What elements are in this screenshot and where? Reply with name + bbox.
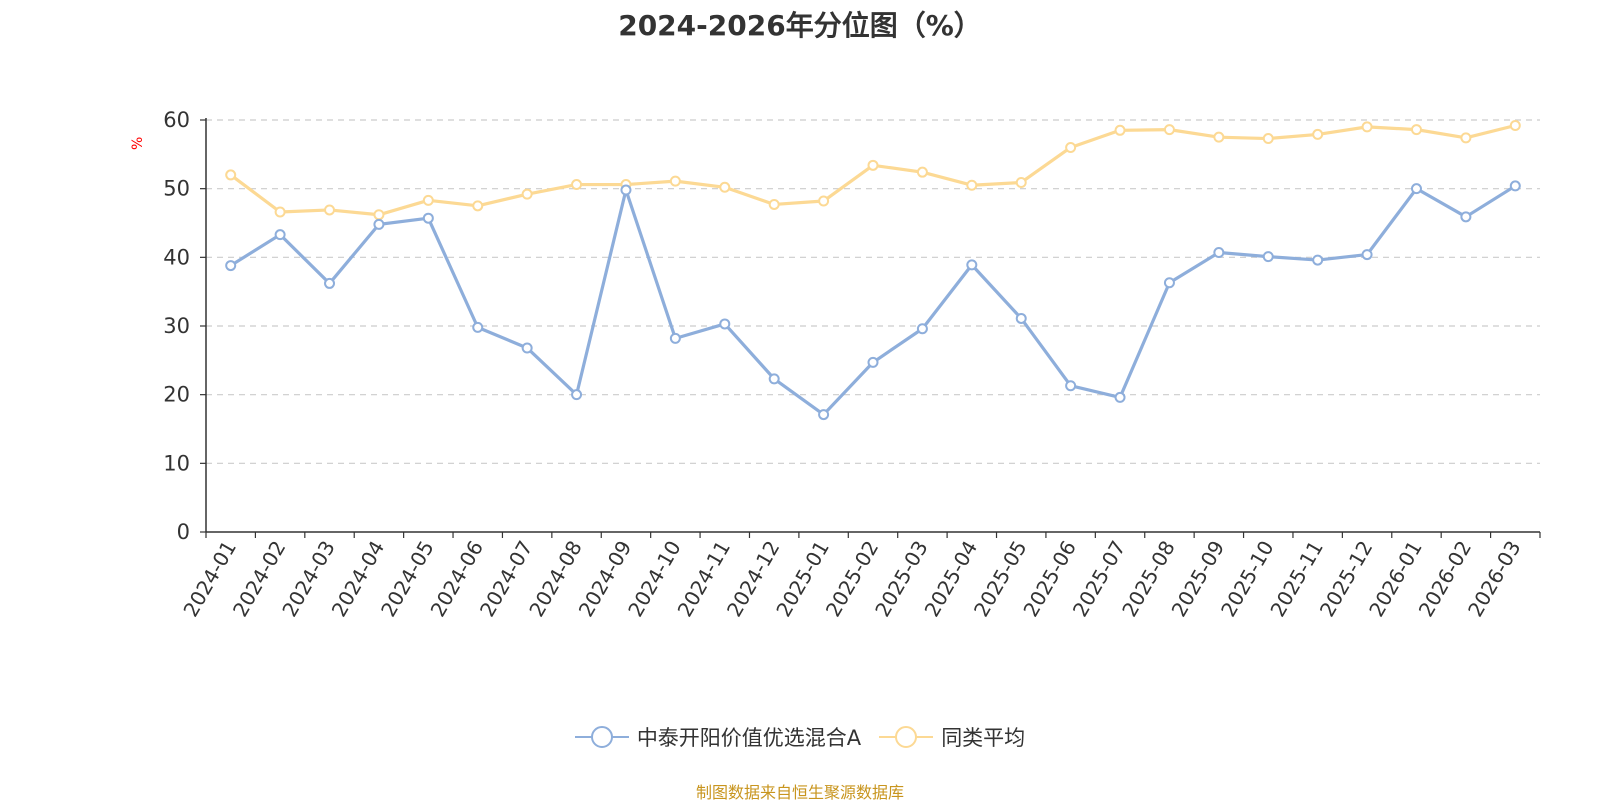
data-point-1 bbox=[719, 181, 731, 193]
data-point-1 bbox=[768, 198, 780, 210]
data-point-0 bbox=[620, 184, 632, 196]
x-tick-labels: 2024-012024-022024-032024-042024-052024-… bbox=[178, 537, 1525, 621]
data-point-1 bbox=[571, 179, 583, 191]
data-point-0 bbox=[274, 229, 286, 241]
data-point-1 bbox=[225, 169, 237, 181]
data-point-1 bbox=[1262, 133, 1274, 145]
y-tick-label: 30 bbox=[163, 314, 190, 338]
data-point-0 bbox=[916, 323, 928, 335]
data-point-1 bbox=[422, 194, 434, 206]
data-point-1 bbox=[1460, 132, 1472, 144]
data-point-1 bbox=[1065, 141, 1077, 153]
y-tick-label: 10 bbox=[163, 451, 190, 475]
data-point-0 bbox=[1361, 249, 1373, 261]
legend-marker-fund-icon bbox=[574, 725, 629, 749]
data-point-0 bbox=[521, 342, 533, 354]
data-point-1 bbox=[324, 204, 336, 216]
data-point-1 bbox=[669, 175, 681, 187]
chart-title: 2024-2026年分位图（%） bbox=[618, 9, 982, 42]
data-point-0 bbox=[373, 218, 385, 230]
data-point-1 bbox=[373, 209, 385, 221]
data-point-0 bbox=[571, 389, 583, 401]
data-point-0 bbox=[867, 356, 879, 368]
legend-item-peer-average[interactable]: 同类平均 bbox=[879, 722, 1025, 752]
data-point-1 bbox=[1213, 131, 1225, 143]
data-point-1 bbox=[521, 188, 533, 200]
series-group bbox=[225, 119, 1521, 421]
grid-lines bbox=[206, 119, 1540, 464]
data-point-1 bbox=[867, 159, 879, 171]
data-point-0 bbox=[768, 373, 780, 385]
data-point-1 bbox=[472, 200, 484, 212]
data-point-1 bbox=[1509, 119, 1521, 131]
data-point-1 bbox=[1361, 121, 1373, 133]
data-point-0 bbox=[818, 409, 830, 421]
y-tick-label: 50 bbox=[163, 177, 190, 201]
y-tick-labels: 0 10 20 30 40 50 60 bbox=[163, 108, 190, 544]
y-tick-label: 0 bbox=[177, 520, 190, 544]
legend-label-fund: 中泰开阳价值优选混合A bbox=[636, 726, 862, 750]
data-point-1 bbox=[1015, 176, 1027, 188]
data-point-0 bbox=[1410, 183, 1422, 195]
data-point-0 bbox=[1262, 251, 1274, 263]
data-point-1 bbox=[1410, 124, 1422, 136]
data-point-0 bbox=[1163, 277, 1175, 289]
legend-marker-peer-icon bbox=[879, 725, 934, 749]
data-point-0 bbox=[472, 321, 484, 333]
data-point-0 bbox=[669, 332, 681, 344]
data-point-1 bbox=[274, 206, 286, 218]
axes bbox=[200, 118, 1541, 538]
data-point-1 bbox=[818, 195, 830, 207]
y-tick-label: 20 bbox=[163, 383, 190, 407]
data-point-1 bbox=[966, 179, 978, 191]
data-point-0 bbox=[1213, 247, 1225, 259]
data-point-0 bbox=[324, 277, 336, 289]
data-point-1 bbox=[1163, 124, 1175, 136]
data-point-0 bbox=[1065, 380, 1077, 392]
line-chart: 0 10 20 30 40 50 60 2024-012024-022024-032024-… bbox=[163, 108, 1541, 621]
data-point-0 bbox=[1460, 211, 1472, 223]
data-point-0 bbox=[422, 212, 434, 224]
legend: 中泰开阳价值优选混合A 同类平均 bbox=[0, 722, 1600, 752]
data-point-0 bbox=[1509, 180, 1521, 192]
data-point-0 bbox=[719, 318, 731, 330]
data-point-0 bbox=[225, 260, 237, 272]
y-tick-label: 60 bbox=[163, 108, 190, 132]
data-point-0 bbox=[966, 259, 978, 271]
legend-item-fund[interactable]: 中泰开阳价值优选混合A bbox=[574, 722, 862, 752]
data-point-1 bbox=[916, 166, 928, 178]
legend-label-peer-average: 同类平均 bbox=[941, 726, 1026, 750]
data-source-note: 制图数据来自恒生聚源数据库 bbox=[695, 783, 904, 802]
data-point-0 bbox=[1114, 391, 1126, 403]
data-point-1 bbox=[1114, 124, 1126, 136]
data-point-0 bbox=[1312, 254, 1324, 266]
data-point-0 bbox=[1015, 312, 1027, 324]
data-point-1 bbox=[1312, 128, 1324, 140]
y-tick-label: 40 bbox=[163, 245, 190, 269]
